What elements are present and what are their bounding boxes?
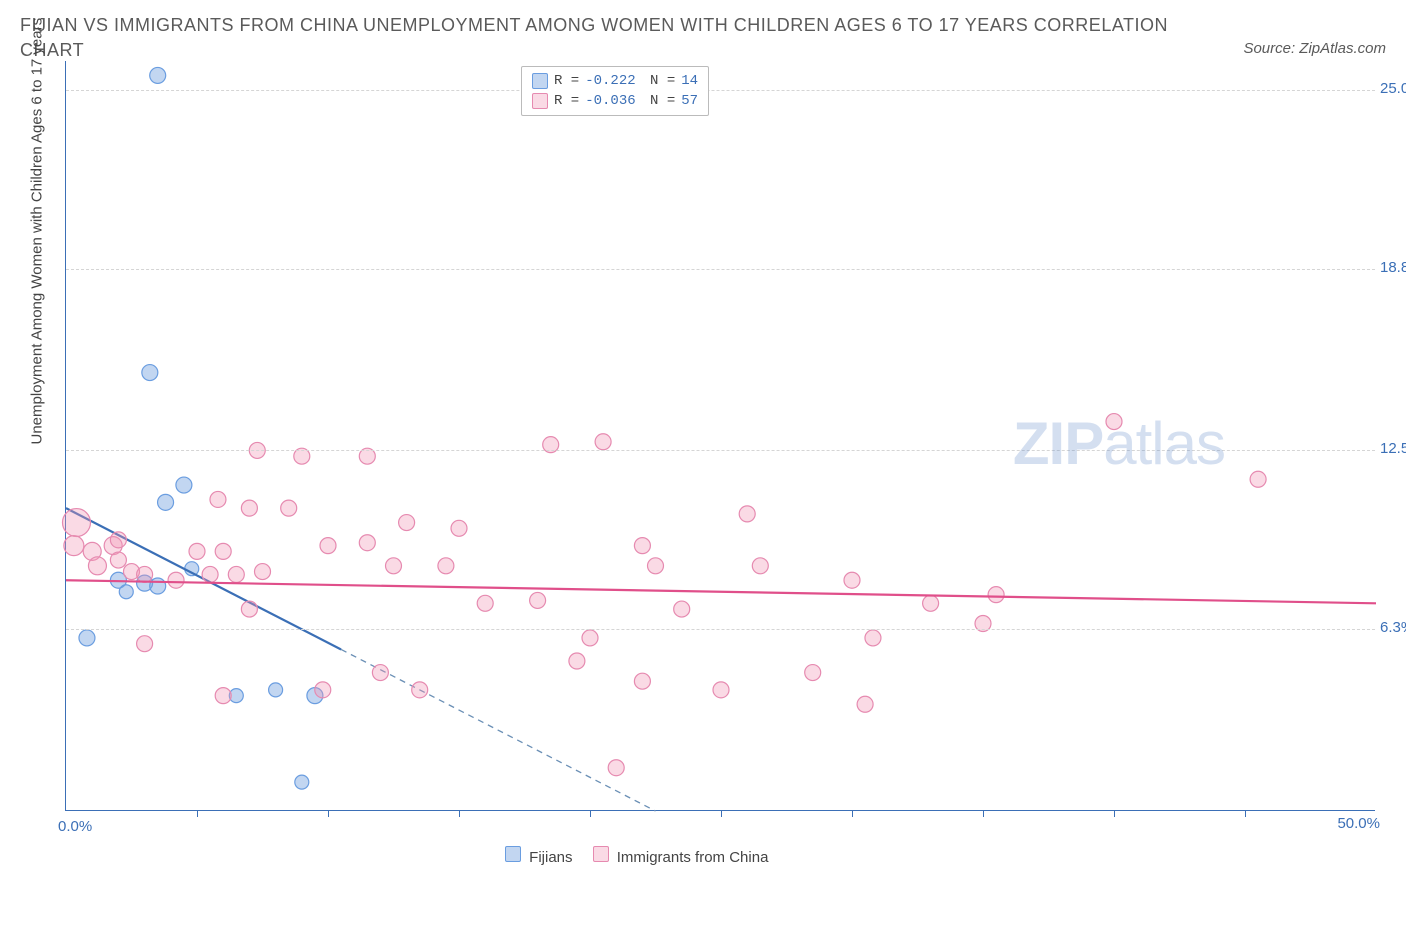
data-point bbox=[295, 775, 309, 789]
data-point bbox=[595, 434, 611, 450]
gridline bbox=[66, 450, 1375, 451]
data-point bbox=[865, 630, 881, 646]
data-point bbox=[158, 494, 174, 510]
trend-line bbox=[66, 580, 1376, 603]
data-point bbox=[438, 558, 454, 574]
data-point bbox=[215, 688, 231, 704]
plot-svg bbox=[66, 61, 1375, 810]
data-point bbox=[202, 566, 218, 582]
y-axis-title: Unemployment Among Women with Children A… bbox=[29, 18, 46, 445]
data-point bbox=[215, 543, 231, 559]
x-tick bbox=[1114, 810, 1115, 817]
data-point bbox=[320, 538, 336, 554]
data-point bbox=[176, 477, 192, 493]
data-point bbox=[634, 673, 650, 689]
data-point bbox=[372, 665, 388, 681]
data-point bbox=[269, 683, 283, 697]
data-point bbox=[739, 506, 755, 522]
data-point bbox=[228, 566, 244, 582]
data-point bbox=[477, 595, 493, 611]
data-point bbox=[110, 552, 126, 568]
gridline bbox=[66, 629, 1375, 630]
legend-item-fijians: Fijians bbox=[505, 846, 573, 866]
data-point bbox=[1106, 414, 1122, 430]
data-point bbox=[137, 566, 153, 582]
x-tick bbox=[328, 810, 329, 817]
x-tick bbox=[983, 810, 984, 817]
data-point bbox=[923, 595, 939, 611]
x-tick bbox=[1245, 810, 1246, 817]
swatch-fijians bbox=[532, 73, 548, 89]
data-point bbox=[634, 538, 650, 554]
data-point bbox=[210, 491, 226, 507]
chart-container: Unemployment Among Women with Children A… bbox=[20, 61, 1386, 841]
gridline bbox=[66, 90, 1375, 91]
data-point bbox=[386, 558, 402, 574]
stats-row-fijians: R = -0.222 N = 14 bbox=[532, 71, 698, 91]
data-point bbox=[255, 564, 271, 580]
y-tick-label: 12.5% bbox=[1380, 440, 1406, 457]
data-point bbox=[988, 587, 1004, 603]
data-point bbox=[110, 532, 126, 548]
chart-area: Unemployment Among Women with Children A… bbox=[65, 61, 1375, 841]
stats-row-china: R = -0.036 N = 57 bbox=[532, 91, 698, 111]
data-point bbox=[241, 601, 257, 617]
swatch-china bbox=[532, 93, 548, 109]
data-point bbox=[713, 682, 729, 698]
data-point bbox=[582, 630, 598, 646]
data-point bbox=[1250, 471, 1266, 487]
x-tick bbox=[721, 810, 722, 817]
data-point bbox=[359, 535, 375, 551]
data-point bbox=[451, 520, 467, 536]
data-point bbox=[64, 536, 84, 556]
legend-item-china: Immigrants from China bbox=[593, 846, 769, 866]
data-point bbox=[142, 365, 158, 381]
data-point bbox=[150, 578, 166, 594]
x-axis-max-label: 50.0% bbox=[1337, 815, 1380, 832]
data-point bbox=[648, 558, 664, 574]
stats-legend: R = -0.222 N = 14 R = -0.036 N = 57 bbox=[521, 66, 709, 116]
plot-region: ZIPatlas R = -0.222 N = 14 R = -0.036 N … bbox=[65, 61, 1375, 811]
chart-title-line1: FIJIAN VS IMMIGRANTS FROM CHINA UNEMPLOY… bbox=[20, 15, 1386, 36]
x-tick bbox=[459, 810, 460, 817]
data-point bbox=[62, 509, 90, 537]
y-tick-label: 18.8% bbox=[1380, 259, 1406, 276]
data-point bbox=[137, 636, 153, 652]
data-point bbox=[315, 682, 331, 698]
y-tick-label: 6.3% bbox=[1380, 619, 1406, 636]
data-point bbox=[88, 557, 106, 575]
data-point bbox=[608, 760, 624, 776]
data-point bbox=[569, 653, 585, 669]
data-point bbox=[168, 572, 184, 588]
gridline bbox=[66, 269, 1375, 270]
x-tick bbox=[197, 810, 198, 817]
source-credit: Source: ZipAtlas.com bbox=[1243, 40, 1386, 57]
data-point bbox=[150, 67, 166, 83]
x-tick bbox=[590, 810, 591, 817]
data-point bbox=[399, 515, 415, 531]
data-point bbox=[119, 585, 133, 599]
data-point bbox=[752, 558, 768, 574]
data-point bbox=[844, 572, 860, 588]
y-tick-label: 25.0% bbox=[1380, 80, 1406, 97]
data-point bbox=[281, 500, 297, 516]
data-point bbox=[674, 601, 690, 617]
data-point bbox=[805, 665, 821, 681]
data-point bbox=[79, 630, 95, 646]
data-point bbox=[241, 500, 257, 516]
data-point bbox=[530, 592, 546, 608]
x-tick bbox=[852, 810, 853, 817]
x-axis-origin-label: 0.0% bbox=[58, 818, 92, 835]
data-point bbox=[857, 696, 873, 712]
bottom-legend: Fijians Immigrants from China bbox=[505, 846, 768, 866]
data-point bbox=[189, 543, 205, 559]
data-point bbox=[412, 682, 428, 698]
